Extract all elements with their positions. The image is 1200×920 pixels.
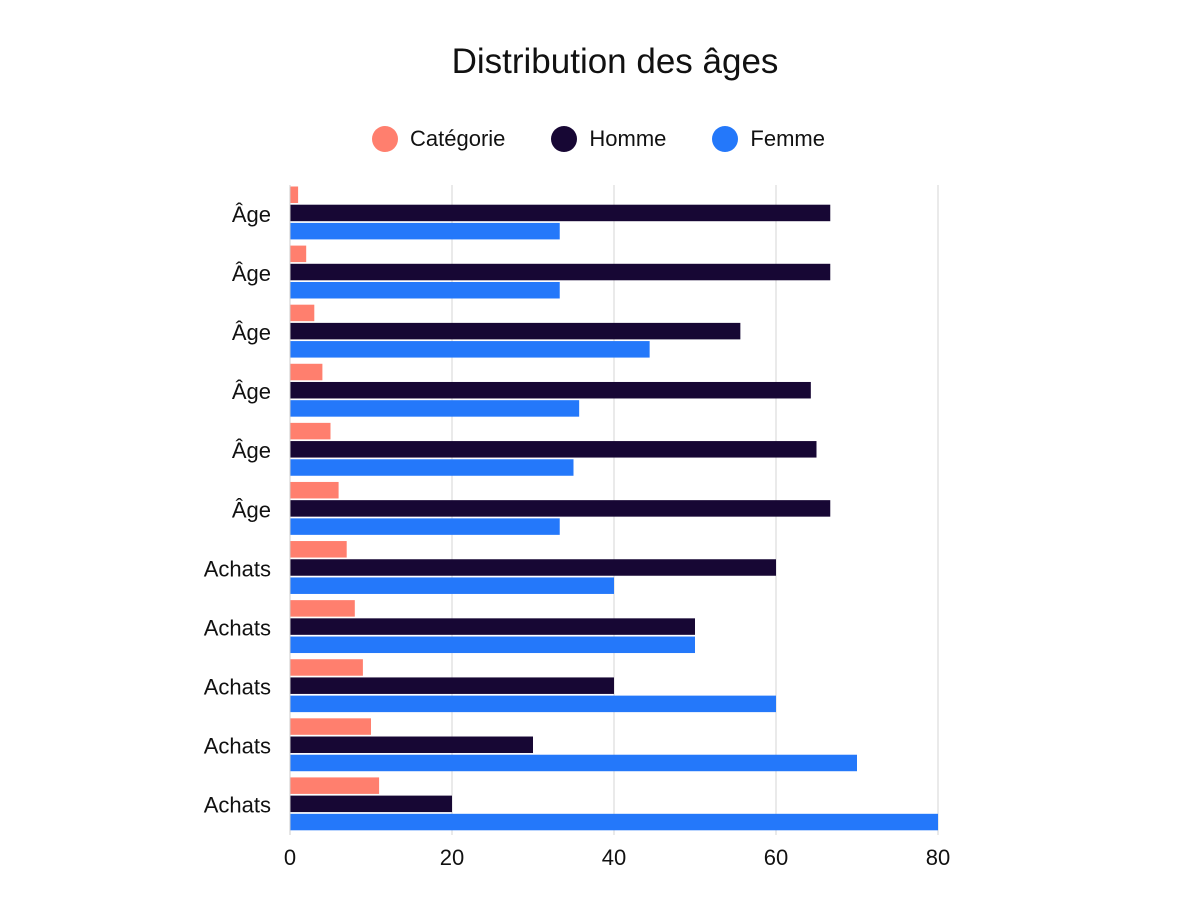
bar-cat-gorie-6: [290, 481, 339, 499]
bar-femme-10: [290, 754, 857, 772]
chart-title: Distribution des âges: [451, 42, 779, 81]
bar-femme-1: [290, 222, 560, 240]
legend-swatch-homme: [551, 126, 578, 152]
bar-cat-gorie-7: [290, 541, 347, 558]
bar-cat-gorie-5: [290, 422, 331, 440]
bar-femme-3: [290, 341, 650, 358]
category-label-2: Âge: [232, 261, 271, 286]
legend-swatch-femme: [712, 126, 739, 152]
category-label-6: Âge: [232, 497, 271, 522]
bar-homme-5: [290, 441, 817, 458]
bar-cat-gorie-11: [290, 777, 380, 794]
legend-label-categorie: Catégorie: [410, 126, 506, 151]
bar-femme-8: [290, 636, 695, 654]
category-label-11: Achats: [204, 793, 271, 818]
x-tick-label-80: 80: [926, 845, 950, 870]
bar-femme-11: [290, 813, 938, 831]
category-label-8: Achats: [204, 615, 271, 640]
bar-femme-6: [290, 518, 560, 535]
category-label-4: Âge: [232, 379, 271, 404]
category-label-7: Achats: [204, 556, 271, 581]
bar-cat-gorie-10: [290, 718, 371, 735]
bar-homme-11: [290, 795, 452, 813]
bar-femme-2: [290, 281, 560, 299]
category-label-5: Âge: [232, 438, 271, 463]
legend-item-categorie[interactable]: Catégorie: [372, 126, 505, 152]
bar-homme-9: [290, 677, 614, 694]
bar-homme-8: [290, 618, 695, 635]
bar-homme-2: [290, 263, 831, 281]
legend-item-homme[interactable]: Homme: [551, 126, 666, 152]
x-tick-label-40: 40: [602, 845, 626, 870]
bar-homme-4: [290, 381, 811, 399]
bar-femme-7: [290, 577, 614, 594]
legend: Catégorie Homme Femme: [372, 124, 871, 154]
legend-label-homme: Homme: [589, 126, 667, 151]
bar-homme-1: [290, 204, 831, 222]
category-label-10: Achats: [204, 734, 271, 759]
bar-homme-6: [290, 500, 831, 517]
category-label-1: Âge: [232, 202, 271, 227]
x-tick-label-0: 0: [284, 845, 296, 870]
bar-cat-gorie-9: [290, 659, 363, 676]
x-tick-label-60: 60: [764, 845, 788, 870]
bar-homme-3: [290, 322, 741, 340]
legend-swatch-categorie: [372, 126, 398, 152]
legend-item-femme[interactable]: Femme: [712, 126, 825, 152]
bar-homme-10: [290, 736, 533, 754]
x-tick-label-20: 20: [440, 845, 464, 870]
bar-femme-5: [290, 459, 574, 476]
bar-homme-7: [290, 559, 776, 576]
bar-cat-gorie-4: [290, 363, 323, 381]
bar-cat-gorie-2: [290, 245, 307, 263]
bar-femme-4: [290, 400, 580, 417]
category-label-3: Âge: [232, 320, 271, 345]
bar-femme-9: [290, 695, 776, 713]
bar-cat-gorie-8: [290, 600, 355, 617]
category-label-9: Achats: [204, 675, 271, 700]
legend-label-femme: Femme: [750, 126, 825, 151]
bar-cat-gorie-3: [290, 304, 315, 322]
bar-cat-gorie-1: [290, 186, 299, 203]
